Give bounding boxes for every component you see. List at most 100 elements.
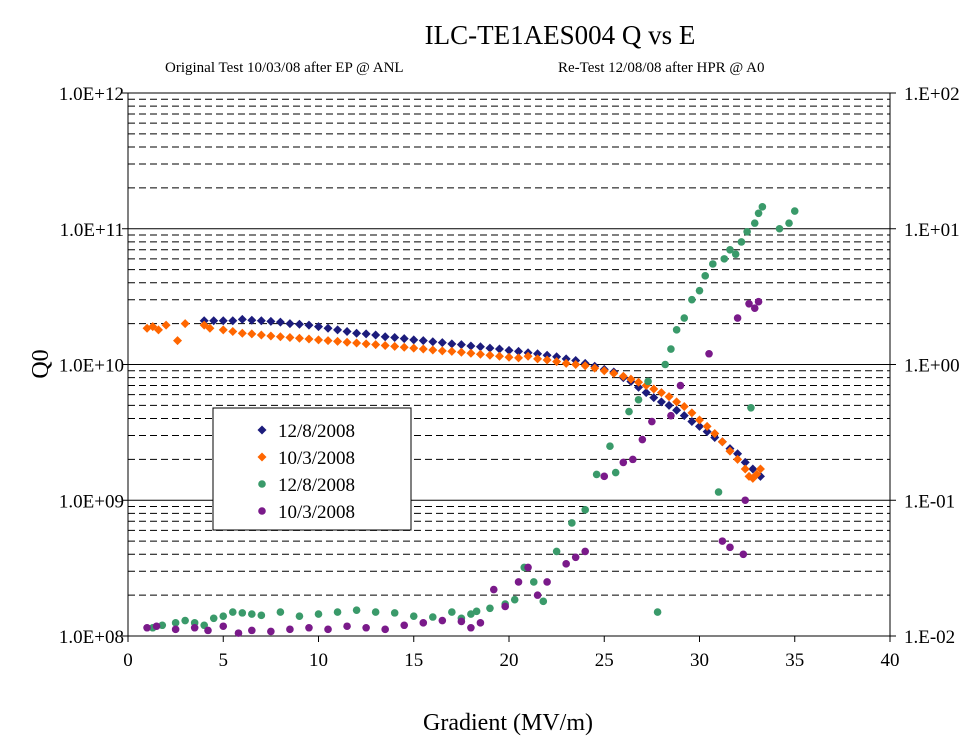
data-point-series-2 <box>590 363 600 373</box>
data-point-series-2 <box>485 350 495 360</box>
data-point-series-3 <box>448 608 456 616</box>
data-point-series-4 <box>400 621 409 630</box>
data-point-series-3 <box>695 286 704 295</box>
data-point-series-2 <box>679 402 689 412</box>
data-point-series-2 <box>266 331 276 341</box>
data-point-series-2 <box>323 336 333 346</box>
data-point-series-3 <box>352 606 361 614</box>
data-point-series-3 <box>390 609 399 617</box>
data-point-series-1 <box>504 345 514 355</box>
data-point-series-3 <box>510 595 519 604</box>
data-point-series-2 <box>428 345 438 355</box>
data-point-series-2 <box>380 341 390 351</box>
data-point-series-3 <box>743 227 751 236</box>
data-point-series-3 <box>754 209 763 218</box>
data-point-series-1 <box>218 316 228 326</box>
data-point-series-4 <box>543 578 551 586</box>
data-point-series-4 <box>143 623 151 632</box>
data-point-series-4 <box>739 550 748 559</box>
y2-tick-label: 1.E+01 <box>904 220 960 241</box>
y2-tick-label: 1.E+00 <box>904 356 960 377</box>
data-point-series-2 <box>687 408 697 418</box>
data-point-series-4 <box>745 299 753 308</box>
data-point-series-4 <box>152 622 161 631</box>
data-point-series-2 <box>342 337 352 347</box>
data-point-series-2 <box>752 469 762 479</box>
data-point-series-3 <box>219 612 228 620</box>
data-point-series-1 <box>649 393 659 403</box>
data-point-series-3 <box>295 612 304 620</box>
legend-marker-4 <box>258 507 266 515</box>
data-point-series-2 <box>228 327 238 337</box>
data-point-series-3 <box>701 272 710 280</box>
data-point-series-1 <box>447 339 457 349</box>
data-point-series-4 <box>476 619 485 627</box>
x-tick-label: 15 <box>404 650 423 671</box>
data-point-series-1 <box>485 343 495 353</box>
data-point-series-3 <box>606 442 614 451</box>
data-point-series-2 <box>475 349 485 359</box>
data-point-series-4 <box>750 304 759 312</box>
data-point-series-3 <box>539 597 548 606</box>
data-point-series-4 <box>514 578 523 586</box>
data-point-series-4 <box>524 563 532 572</box>
data-point-series-3 <box>228 608 237 616</box>
x-tick-label: 20 <box>500 650 519 671</box>
data-point-series-4 <box>705 349 713 358</box>
data-point-series-2 <box>514 353 524 363</box>
data-point-series-3 <box>409 612 418 620</box>
data-point-series-2 <box>275 332 285 342</box>
y-tick-label: 1.0E+12 <box>59 84 124 105</box>
data-point-series-4 <box>501 602 509 611</box>
data-point-series-2 <box>523 351 533 361</box>
data-point-series-3 <box>731 250 740 258</box>
data-point-series-3 <box>592 470 601 479</box>
data-point-series-1 <box>380 332 390 342</box>
data-point-series-2 <box>333 336 343 346</box>
data-point-series-3 <box>720 255 729 263</box>
data-point-series-2 <box>361 339 371 349</box>
data-point-series-3 <box>529 578 538 586</box>
legend-label-4: 10/3/2008 <box>278 502 355 523</box>
data-point-series-2 <box>656 388 666 398</box>
data-point-series-2 <box>218 325 228 335</box>
y-tick-label: 1.0E+09 <box>59 491 124 512</box>
legend-marker-2 <box>257 452 267 462</box>
data-point-series-1 <box>333 325 343 335</box>
y2-tick-label: 1.E-01 <box>904 491 955 512</box>
data-point-series-1 <box>634 382 644 392</box>
data-point-series-3 <box>276 608 285 616</box>
data-point-series-2 <box>352 338 362 348</box>
data-point-series-1 <box>494 344 504 354</box>
data-point-series-2 <box>247 329 257 339</box>
data-point-series-4 <box>343 622 351 631</box>
data-point-series-3 <box>371 608 380 616</box>
x-tick-label: 0 <box>123 650 133 671</box>
data-point-series-2 <box>542 355 552 365</box>
data-point-series-3 <box>785 219 793 227</box>
data-point-series-3 <box>709 260 717 268</box>
data-point-series-3 <box>775 224 784 233</box>
data-point-series-1 <box>514 346 524 356</box>
data-point-series-1 <box>437 338 447 348</box>
data-point-series-2 <box>456 347 466 357</box>
data-point-series-4 <box>726 543 734 552</box>
data-point-series-4 <box>718 537 727 545</box>
data-point-series-1 <box>418 336 428 346</box>
x-tick-label: 30 <box>690 650 709 671</box>
data-point-series-4 <box>286 625 294 634</box>
data-point-series-1 <box>237 314 247 324</box>
y-axis-right: 1.E-02 1.E-01 1.E+00 1.E+01 1.E+02 <box>890 84 960 648</box>
data-point-series-3 <box>747 403 755 412</box>
x-tick-label: 35 <box>785 650 804 671</box>
data-point-series-1 <box>672 405 682 415</box>
data-point-series-4 <box>754 297 763 306</box>
data-point-series-2 <box>409 343 419 353</box>
data-point-series-4 <box>438 616 447 625</box>
data-point-series-4 <box>676 381 685 390</box>
data-point-series-2 <box>672 397 682 407</box>
data-point-series-2 <box>153 325 163 335</box>
data-point-series-2 <box>466 348 476 358</box>
data-point-series-1 <box>323 323 333 333</box>
data-point-series-2 <box>717 437 727 447</box>
